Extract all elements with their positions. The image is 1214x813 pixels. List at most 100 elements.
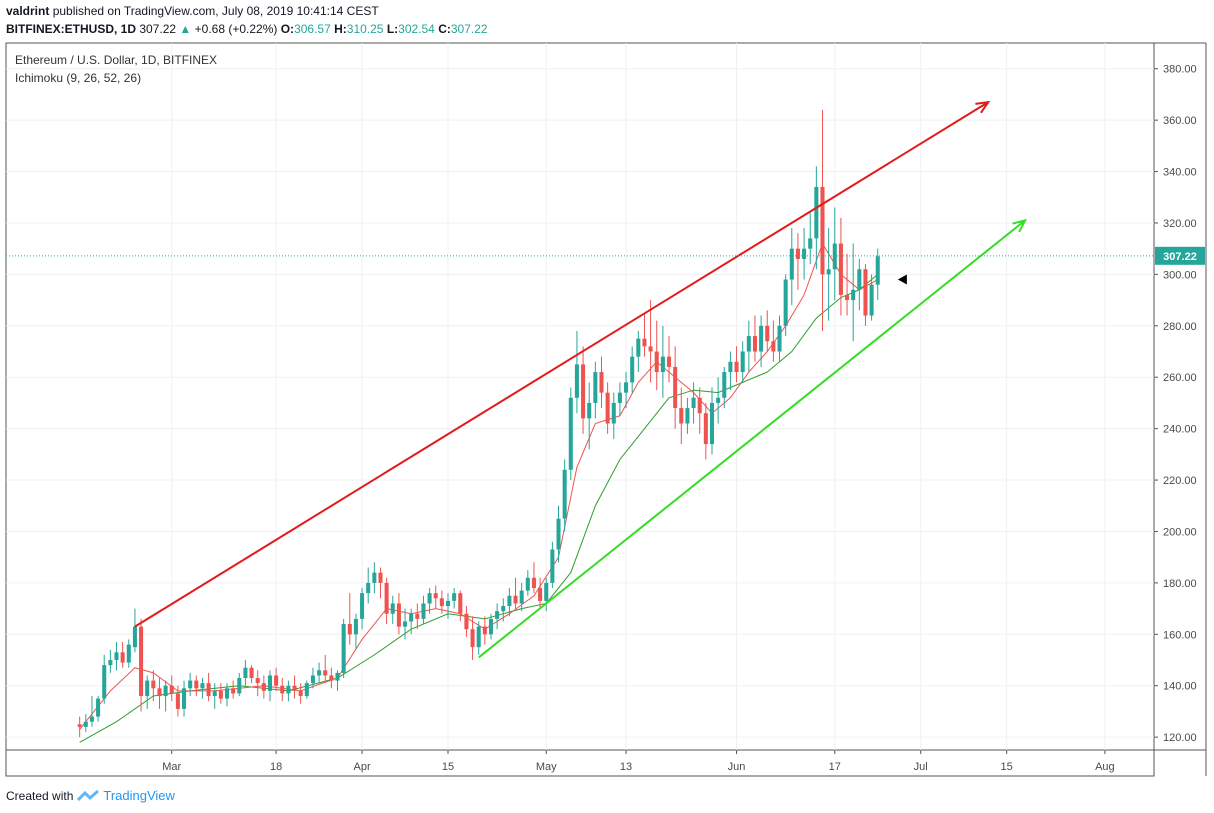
candle-body (832, 243, 837, 270)
candle-body (789, 248, 794, 280)
candle-body (531, 577, 536, 589)
candle-body (366, 582, 371, 594)
trendlines[interactable] (134, 100, 1027, 659)
x-tick-label: 15 (442, 761, 454, 773)
candle-body (378, 572, 383, 583)
chart-legend-title[interactable]: Ethereum / U.S. Dollar, 1D, BITFINEX (15, 53, 218, 67)
candle-body (175, 693, 180, 709)
candle-body (194, 680, 199, 689)
candle-body (679, 408, 684, 424)
candle-body (427, 593, 432, 604)
y-tick-label: 280.00 (1163, 321, 1197, 333)
candle-body (624, 382, 629, 393)
open-label: O: (280, 22, 295, 36)
candle-body (851, 289, 856, 301)
close-label: C: (438, 22, 451, 36)
high-label: H: (334, 22, 347, 36)
candle-body (587, 402, 592, 419)
y-axis[interactable]: 120.00 140.00 160.00 180.00 200.00 220.00 240.… (1154, 64, 1197, 744)
candle-body (869, 284, 874, 316)
candle-body (353, 618, 358, 635)
plot-frame (5, 42, 1155, 777)
candle-body (341, 624, 346, 673)
candle-body (777, 325, 782, 352)
tradingview-logo-icon (77, 789, 100, 801)
candle-body (188, 680, 193, 689)
publish-text: published on TradingView.com, July 08, 2… (52, 4, 379, 18)
last-price-badge (1155, 246, 1205, 265)
candle-body (409, 613, 414, 622)
candle-body (151, 680, 156, 689)
candle-body (249, 667, 254, 679)
candle-body (863, 269, 868, 316)
high-value: 310.25 (346, 22, 384, 36)
candle-body (648, 346, 653, 352)
candle-body (550, 549, 555, 583)
candle-body (765, 325, 770, 342)
candle-body (145, 680, 150, 697)
candle-body (421, 603, 426, 619)
candle-body (114, 652, 119, 661)
candle-body (716, 397, 721, 403)
candle-body (304, 683, 309, 697)
candle-body (157, 688, 162, 697)
grid (6, 43, 1154, 750)
x-axis[interactable]: Mar 18 Apr 15 May 13 Jun 17 Jul 15 Aug (162, 750, 1115, 773)
y-tick-label: 380.00 (1163, 64, 1197, 76)
x-tick-label: May (536, 761, 557, 773)
candle-body (795, 248, 800, 259)
candle-body (224, 688, 230, 699)
candle-body (495, 611, 500, 619)
candle-body (126, 644, 131, 663)
candle-body (691, 397, 696, 409)
candle-body (501, 606, 506, 612)
candle-body (445, 600, 451, 607)
candle-body (218, 690, 223, 699)
up-triangle-icon: ▲ (179, 22, 192, 36)
candle-body (231, 688, 236, 694)
candle-body (685, 408, 690, 424)
support-arrowhead (1012, 218, 1027, 233)
candle-body (298, 690, 303, 697)
candle-body (562, 469, 567, 519)
candle-body (200, 683, 205, 689)
candle-body (875, 256, 880, 285)
tradingview-brand[interactable]: TradingView (103, 788, 175, 803)
candle-body (267, 675, 273, 691)
candle-body (525, 577, 530, 591)
candle-body (519, 590, 524, 604)
candle-body (728, 361, 733, 373)
candle-body (335, 672, 340, 681)
last-price-marker: 307.22 (6, 246, 1205, 265)
author-name[interactable]: valdrint (6, 4, 50, 18)
change-value: +0.68 (+0.22%) (194, 22, 278, 36)
candle-body (593, 372, 598, 403)
candle-body (329, 675, 334, 681)
indicator-legend[interactable]: Ichimoku (9, 26, 52, 26) (15, 71, 142, 85)
candle-body (323, 670, 328, 676)
last-price-value: 307.22 (139, 22, 177, 36)
candle-body (280, 685, 285, 694)
x-tick-label: 18 (270, 761, 282, 773)
candle-body (163, 685, 168, 697)
candle-body (415, 613, 420, 619)
y-tick-label: 200.00 (1163, 526, 1197, 538)
candle-body (317, 670, 322, 676)
candle-body (722, 372, 727, 398)
y-tick-label: 360.00 (1163, 115, 1197, 127)
candle-body (771, 341, 776, 352)
candle-body (182, 688, 187, 709)
candle-body (673, 366, 678, 409)
x-tick-label: Mar (162, 761, 181, 773)
y-tick-label: 320.00 (1163, 218, 1197, 230)
candle-body (384, 582, 389, 614)
candle-body (783, 279, 788, 326)
candle-body (611, 402, 616, 424)
candle-body (482, 626, 487, 635)
candle-body (96, 698, 101, 717)
candle-body (396, 603, 401, 627)
candle-body (108, 660, 113, 666)
candle-body (636, 338, 641, 357)
y-tick-label: 140.00 (1163, 681, 1197, 693)
